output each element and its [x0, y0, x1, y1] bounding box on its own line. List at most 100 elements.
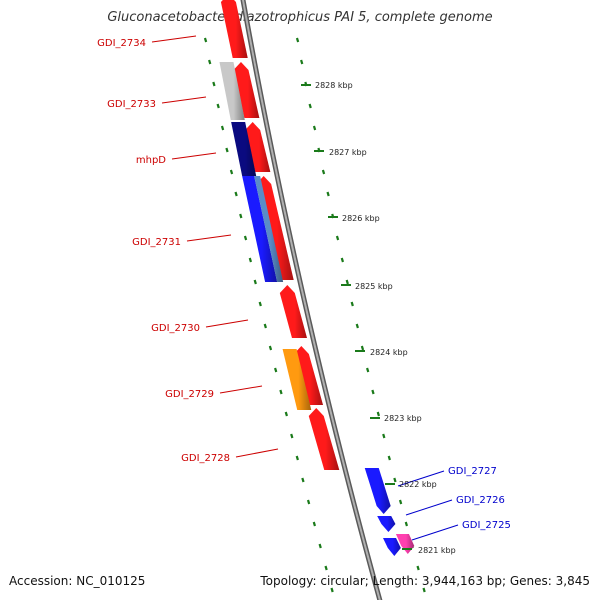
inner-tick: [212, 81, 216, 87]
outer-tick: [340, 257, 345, 263]
gene-label-left: GDI_2728: [181, 453, 230, 464]
topology-text: Topology: circular; Length: 3,944,163 bp…: [260, 574, 590, 588]
gene-label-left: GDI_2733: [107, 99, 156, 110]
outer-tick: [387, 455, 391, 461]
inner-tick: [243, 235, 248, 241]
gene-blue-block: [242, 176, 278, 282]
gene-label-left: GDI_2734: [97, 38, 146, 49]
outer-tick: [360, 345, 365, 351]
scale-tick-label: 2824 kbp: [370, 348, 408, 357]
gene-gdi-2725: [382, 538, 401, 556]
scale-tick-label: 2825 kbp: [355, 282, 393, 291]
inner-tick: [253, 279, 257, 285]
scale-tick-label: 2823 kbp: [384, 414, 422, 423]
inner-tick: [229, 169, 234, 175]
outer-tick: [404, 521, 409, 527]
gene-gdi-2729-shade: [293, 346, 324, 405]
gene-gdi-2727: [364, 468, 391, 514]
inner-tick: [290, 433, 294, 439]
inner-tick: [220, 125, 225, 131]
gene-gdi-2727-shade: [364, 468, 391, 514]
gene-label-left: GDI_2730: [151, 323, 200, 334]
outer-tick: [382, 433, 386, 439]
outer-tick: [345, 279, 349, 285]
outer-tick: [350, 301, 354, 307]
inner-tick: [330, 587, 334, 593]
gene-track: [219, 0, 415, 556]
gene-steelblue-block: [254, 176, 284, 282]
scale-tick-label: 2822 kbp: [399, 480, 437, 489]
gene-gdi-2728-shade: [308, 408, 340, 470]
outer-tick: [326, 191, 330, 197]
outer-tick: [366, 367, 370, 373]
gene-gdi-2726-shade: [377, 516, 396, 532]
label-leader-line: [219, 385, 263, 394]
inner-tick: [216, 103, 220, 109]
outer-tick: [393, 477, 397, 483]
gene-navy-block-shade: [231, 122, 257, 176]
gene-orange-block: [282, 349, 312, 410]
inner-tick: [225, 147, 229, 153]
gene-label-left: GDI_2731: [132, 237, 181, 248]
outer-tick: [398, 499, 403, 505]
outer-tick: [422, 587, 426, 593]
gene-label-right: GDI_2725: [462, 520, 511, 531]
scale-tick-label: 2827 kbp: [329, 148, 367, 157]
gene-blue-block-shade: [242, 176, 278, 282]
inner-tick: [203, 37, 208, 43]
outer-tick: [300, 59, 304, 65]
gene-label-right: GDI_2726: [456, 495, 505, 506]
label-leader-line: [151, 35, 197, 43]
gene-mhpd: [245, 122, 271, 172]
gene-navy-block: [231, 122, 257, 176]
gene-gray-block-shade: [219, 62, 245, 120]
inner-tick: [284, 411, 288, 417]
gene-gdi-2730: [279, 285, 307, 338]
scale-labels: 2828 kbp 2827 kbp 2826 kbp 2825 kbp 2824 kbp…: [301, 81, 456, 555]
outer-tick: [416, 565, 420, 571]
gene-gray-block: [219, 62, 245, 120]
label-leader-line: [405, 499, 453, 516]
inner-tick: [258, 301, 262, 307]
gene-label-left: mhpD: [136, 155, 166, 166]
inner-tick: [295, 455, 299, 461]
inner-tick: [318, 543, 322, 549]
inner-tick: [263, 323, 267, 329]
inner-tick: [279, 389, 283, 395]
gene-label-left: GDI_2729: [165, 389, 214, 400]
gene-gdi-2734-shade: [220, 0, 248, 58]
gene-gdi-2734: [220, 0, 248, 58]
outer-tick: [335, 235, 340, 241]
map-title: Gluconacetobacter diazotrophicus PAI 5, …: [107, 10, 493, 25]
accession-text: Accession: NC_010125: [9, 574, 146, 588]
gene-gdi-2728: [308, 408, 340, 470]
gene-gdi-2733: [233, 62, 260, 118]
inner-tick: [306, 499, 311, 505]
inner-tick: [248, 257, 253, 263]
gene-labels: GDI_2734 GDI_2733 mhpD GDI_2731 GDI_2730 GDI_…: [97, 35, 511, 541]
outer-tick: [371, 389, 375, 395]
inner-tick: [239, 213, 243, 219]
gene-mhpd-shade: [245, 122, 271, 172]
gene-gdi-2733-shade: [233, 62, 260, 118]
backbone-highlight: [241, 0, 381, 600]
gene-gdi-2730-shade: [279, 285, 307, 338]
label-leader-line: [397, 470, 445, 487]
inner-tick: [268, 345, 273, 351]
label-leader-line: [411, 524, 459, 541]
outer-tick: [312, 125, 317, 131]
label-leader-line: [186, 234, 232, 242]
inner-tick: [301, 477, 305, 483]
label-leader-line: [235, 448, 279, 458]
gene-gdi-2725-shade: [382, 538, 401, 556]
label-leader-line: [205, 319, 249, 328]
inner-tick: [312, 521, 317, 527]
scale-tick-label: 2821 kbp: [418, 546, 456, 555]
outer-tick: [295, 37, 300, 43]
gene-steelblue-block-shade: [254, 176, 284, 282]
label-leader-line: [171, 152, 217, 160]
outer-tick: [376, 411, 380, 417]
outer-tick-dots: [295, 37, 426, 593]
